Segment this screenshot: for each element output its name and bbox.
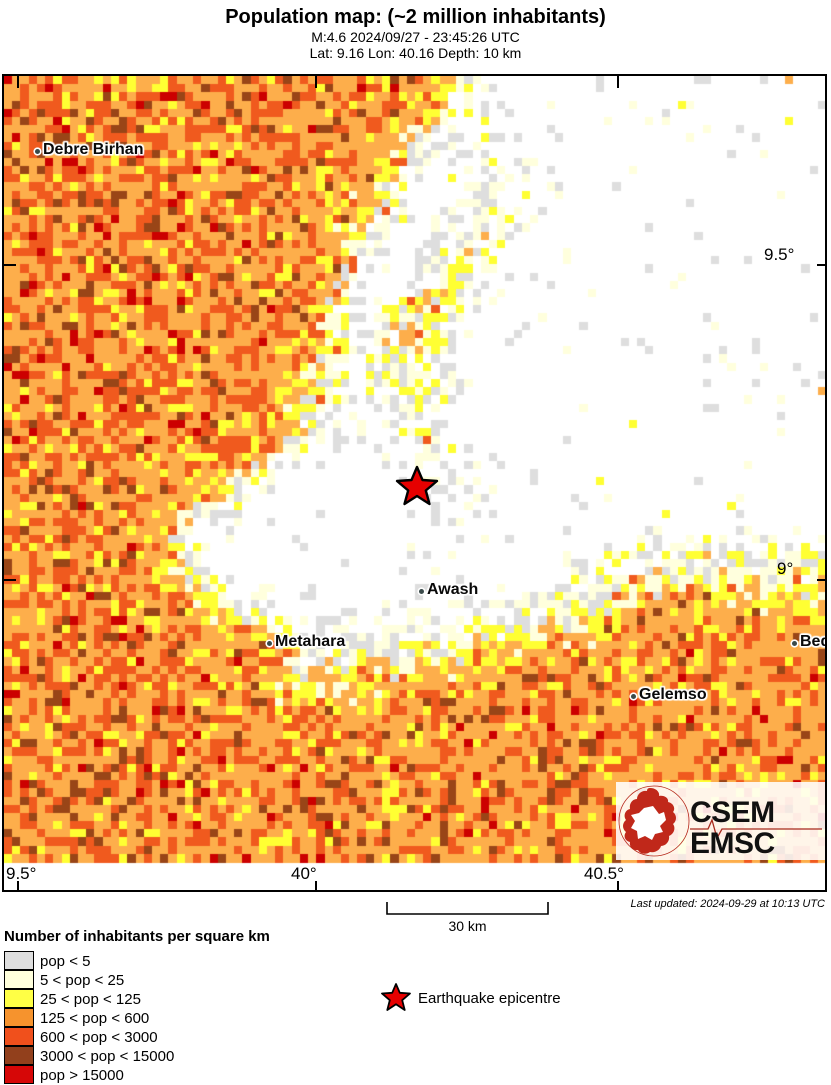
svg-text:CSEM: CSEM [690,796,775,829]
svg-text:EMSC: EMSC [690,827,775,860]
